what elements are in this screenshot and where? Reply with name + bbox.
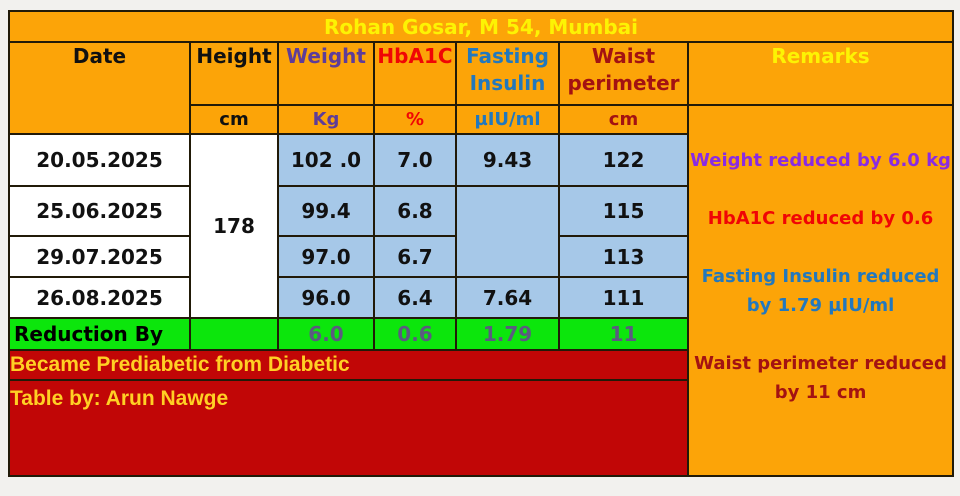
- remark-fasting-insulin-text: Fasting Insulin reduced by 1.79 µIU/ml: [701, 265, 940, 316]
- footer-credit-text: Table by: Arun Nawge: [8, 379, 689, 477]
- table-row: 26.08.2025 96.0 6.4 7.64 111: [8, 276, 953, 319]
- fasting-insulin-cell-empty: [455, 185, 560, 278]
- footer-status-text: Became Prediabetic from Diabetic: [8, 349, 689, 381]
- table-row: 29.07.2025 97.0 6.7 113: [8, 235, 953, 278]
- date-cell: 25.06.2025: [8, 185, 191, 237]
- unit-weight: Kg: [277, 104, 375, 135]
- reduction-hba1c: 0.6: [373, 317, 457, 351]
- unit-waist: cm: [558, 104, 689, 135]
- weight-cell: 96.0: [277, 276, 375, 319]
- remark-hba1c-text: HbA1C reduced by 0.6: [707, 207, 934, 229]
- fasting-insulin-cell: 7.64: [455, 276, 560, 319]
- table-row: 20.05.2025 178 102 .0 7.0 9.43 122: [8, 133, 953, 319]
- waist-cell: 111: [558, 276, 689, 319]
- hba1c-cell: 6.8: [373, 185, 457, 237]
- unit-height: cm: [189, 104, 279, 135]
- hba1c-cell: 6.7: [373, 235, 457, 278]
- weight-cell: 102 .0: [277, 133, 375, 187]
- weight-cell: 97.0: [277, 235, 375, 278]
- waist-cell: 113: [558, 235, 689, 278]
- date-cell: 29.07.2025: [8, 235, 191, 278]
- reduction-waist: 11: [558, 317, 689, 351]
- col-header-date: Date: [8, 41, 191, 135]
- reduction-height-empty: [189, 317, 279, 351]
- remark-weight-text: Weight reduced by 6.0 kg: [690, 149, 951, 171]
- table-row: 25.06.2025 99.4 6.8 115: [8, 185, 953, 278]
- col-header-weight: Weight: [277, 41, 375, 106]
- col-header-hba1c: HbA1C: [373, 41, 457, 106]
- reduction-row: Reduction By 6.0 0.6 1.79 11: [8, 317, 953, 351]
- fasting-insulin-cell: 9.43: [455, 133, 560, 187]
- col-header-remarks: Remarks: [686, 41, 955, 106]
- date-cell: 20.05.2025: [8, 133, 191, 187]
- patient-title: Rohan Gosar, M 54, Mumbai: [7, 10, 955, 43]
- remark-waist-text: Waist perimeter reduced by 11 cm: [694, 352, 947, 403]
- waist-cell: 122: [558, 133, 689, 187]
- waist-cell: 115: [558, 185, 689, 237]
- hba1c-cell: 6.4: [373, 276, 457, 319]
- health-table: Rohan Gosar, M 54, Mumbai Date Height We…: [7, 10, 955, 477]
- col-header-waist-perimeter: Waist perimeter: [558, 41, 689, 106]
- hba1c-cell: 7.0: [373, 133, 457, 187]
- col-header-fasting-insulin: Fasting Insulin: [455, 41, 560, 106]
- date-cell: 26.08.2025: [8, 276, 191, 319]
- height-value-cell: 178: [189, 133, 279, 319]
- col-header-height: Height: [189, 41, 279, 106]
- unit-fasting-insulin: µIU/ml: [455, 104, 560, 135]
- reduction-fasting-insulin: 1.79: [455, 317, 560, 351]
- reduction-weight: 6.0: [277, 317, 375, 351]
- reduction-label: Reduction By: [8, 317, 191, 351]
- remarks-cell: Weight reduced by 6.0 kg HbA1C reduced b…: [686, 104, 955, 477]
- weight-cell: 99.4: [277, 185, 375, 237]
- unit-hba1c: %: [373, 104, 457, 135]
